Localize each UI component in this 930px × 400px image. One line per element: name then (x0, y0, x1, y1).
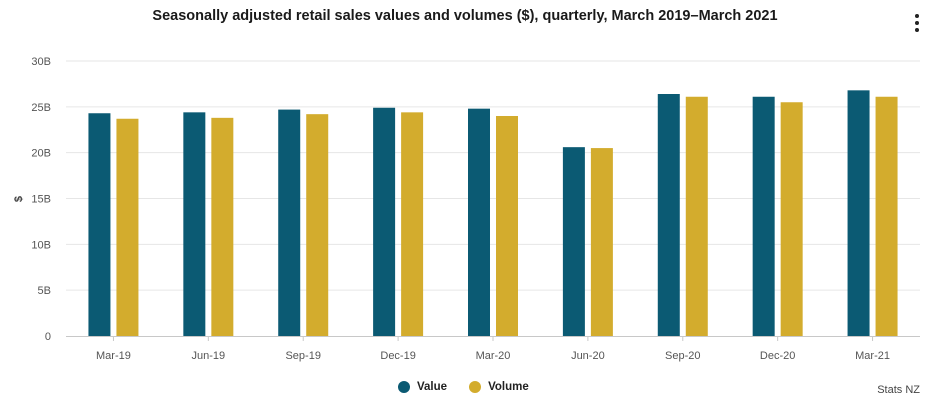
bar-value-sep-19[interactable] (278, 109, 301, 336)
gridlines (66, 60, 920, 291)
chart-title: Seasonally adjusted retail sales values … (152, 8, 778, 24)
x-tick-label: Dec-20 (760, 350, 795, 362)
x-tick-label: Mar-20 (476, 350, 511, 362)
bar-value-dec-19[interactable] (373, 107, 396, 336)
legend: Value Volume (398, 381, 529, 393)
bar-volume-dec-19[interactable] (401, 112, 424, 336)
bar-value-mar-20[interactable] (468, 108, 490, 337)
bar-volume-sep-19[interactable] (306, 114, 329, 337)
legend-label-volume: Volume (488, 381, 529, 393)
bar-volume-mar-19[interactable] (116, 118, 139, 336)
y-tick-label: 20B (31, 148, 51, 160)
bar-volume-sep-20[interactable] (685, 96, 708, 336)
y-tick-label: 25B (31, 102, 51, 114)
bar-value-sep-20[interactable] (657, 94, 680, 336)
y-axis-label: $ (13, 196, 25, 202)
y-axis-ticks: 0 5B 10B 15B 20B 25B 30B (31, 56, 51, 343)
legend-item-value[interactable]: Value (398, 381, 447, 393)
x-tick-label: Mar-19 (96, 350, 131, 362)
legend-item-volume[interactable]: Volume (469, 381, 529, 393)
x-tick-label: Dec-19 (380, 350, 415, 362)
bar-value-dec-20[interactable] (752, 96, 775, 336)
legend-swatch-volume (469, 381, 482, 393)
y-tick-label: 0 (45, 331, 51, 343)
source-credit: Stats NZ (877, 384, 920, 396)
bar-value-mar-21[interactable] (847, 90, 870, 336)
bar-volume-dec-20[interactable] (780, 102, 803, 336)
more-vertical-icon[interactable] (910, 12, 924, 34)
x-tick-label: Sep-19 (285, 350, 320, 362)
x-tick-label: Jun-19 (192, 350, 226, 362)
bar-value-jun-20[interactable] (562, 147, 585, 336)
x-tick-label: Jun-20 (571, 350, 605, 362)
x-tick-label: Sep-20 (665, 350, 700, 362)
legend-swatch-value (398, 381, 410, 393)
bar-volume-jun-20[interactable] (590, 148, 613, 336)
x-tick-label: Mar-21 (855, 350, 890, 362)
bar-value-mar-19[interactable] (88, 113, 111, 336)
bar-volume-jun-19[interactable] (211, 117, 234, 336)
x-axis-ticks: Mar-19 Jun-19 Sep-19 Dec-19 Mar-20 Jun-20 Sep-… (96, 336, 890, 362)
bar-volume-mar-20[interactable] (496, 116, 518, 336)
bars (88, 90, 898, 337)
y-tick-label: 5B (38, 285, 51, 297)
bar-value-jun-19[interactable] (183, 112, 206, 336)
legend-label-value: Value (417, 381, 448, 393)
y-tick-label: 30B (31, 56, 51, 68)
y-tick-label: 15B (31, 194, 51, 206)
bar-volume-mar-21[interactable] (875, 96, 898, 336)
y-tick-label: 10B (31, 239, 51, 251)
